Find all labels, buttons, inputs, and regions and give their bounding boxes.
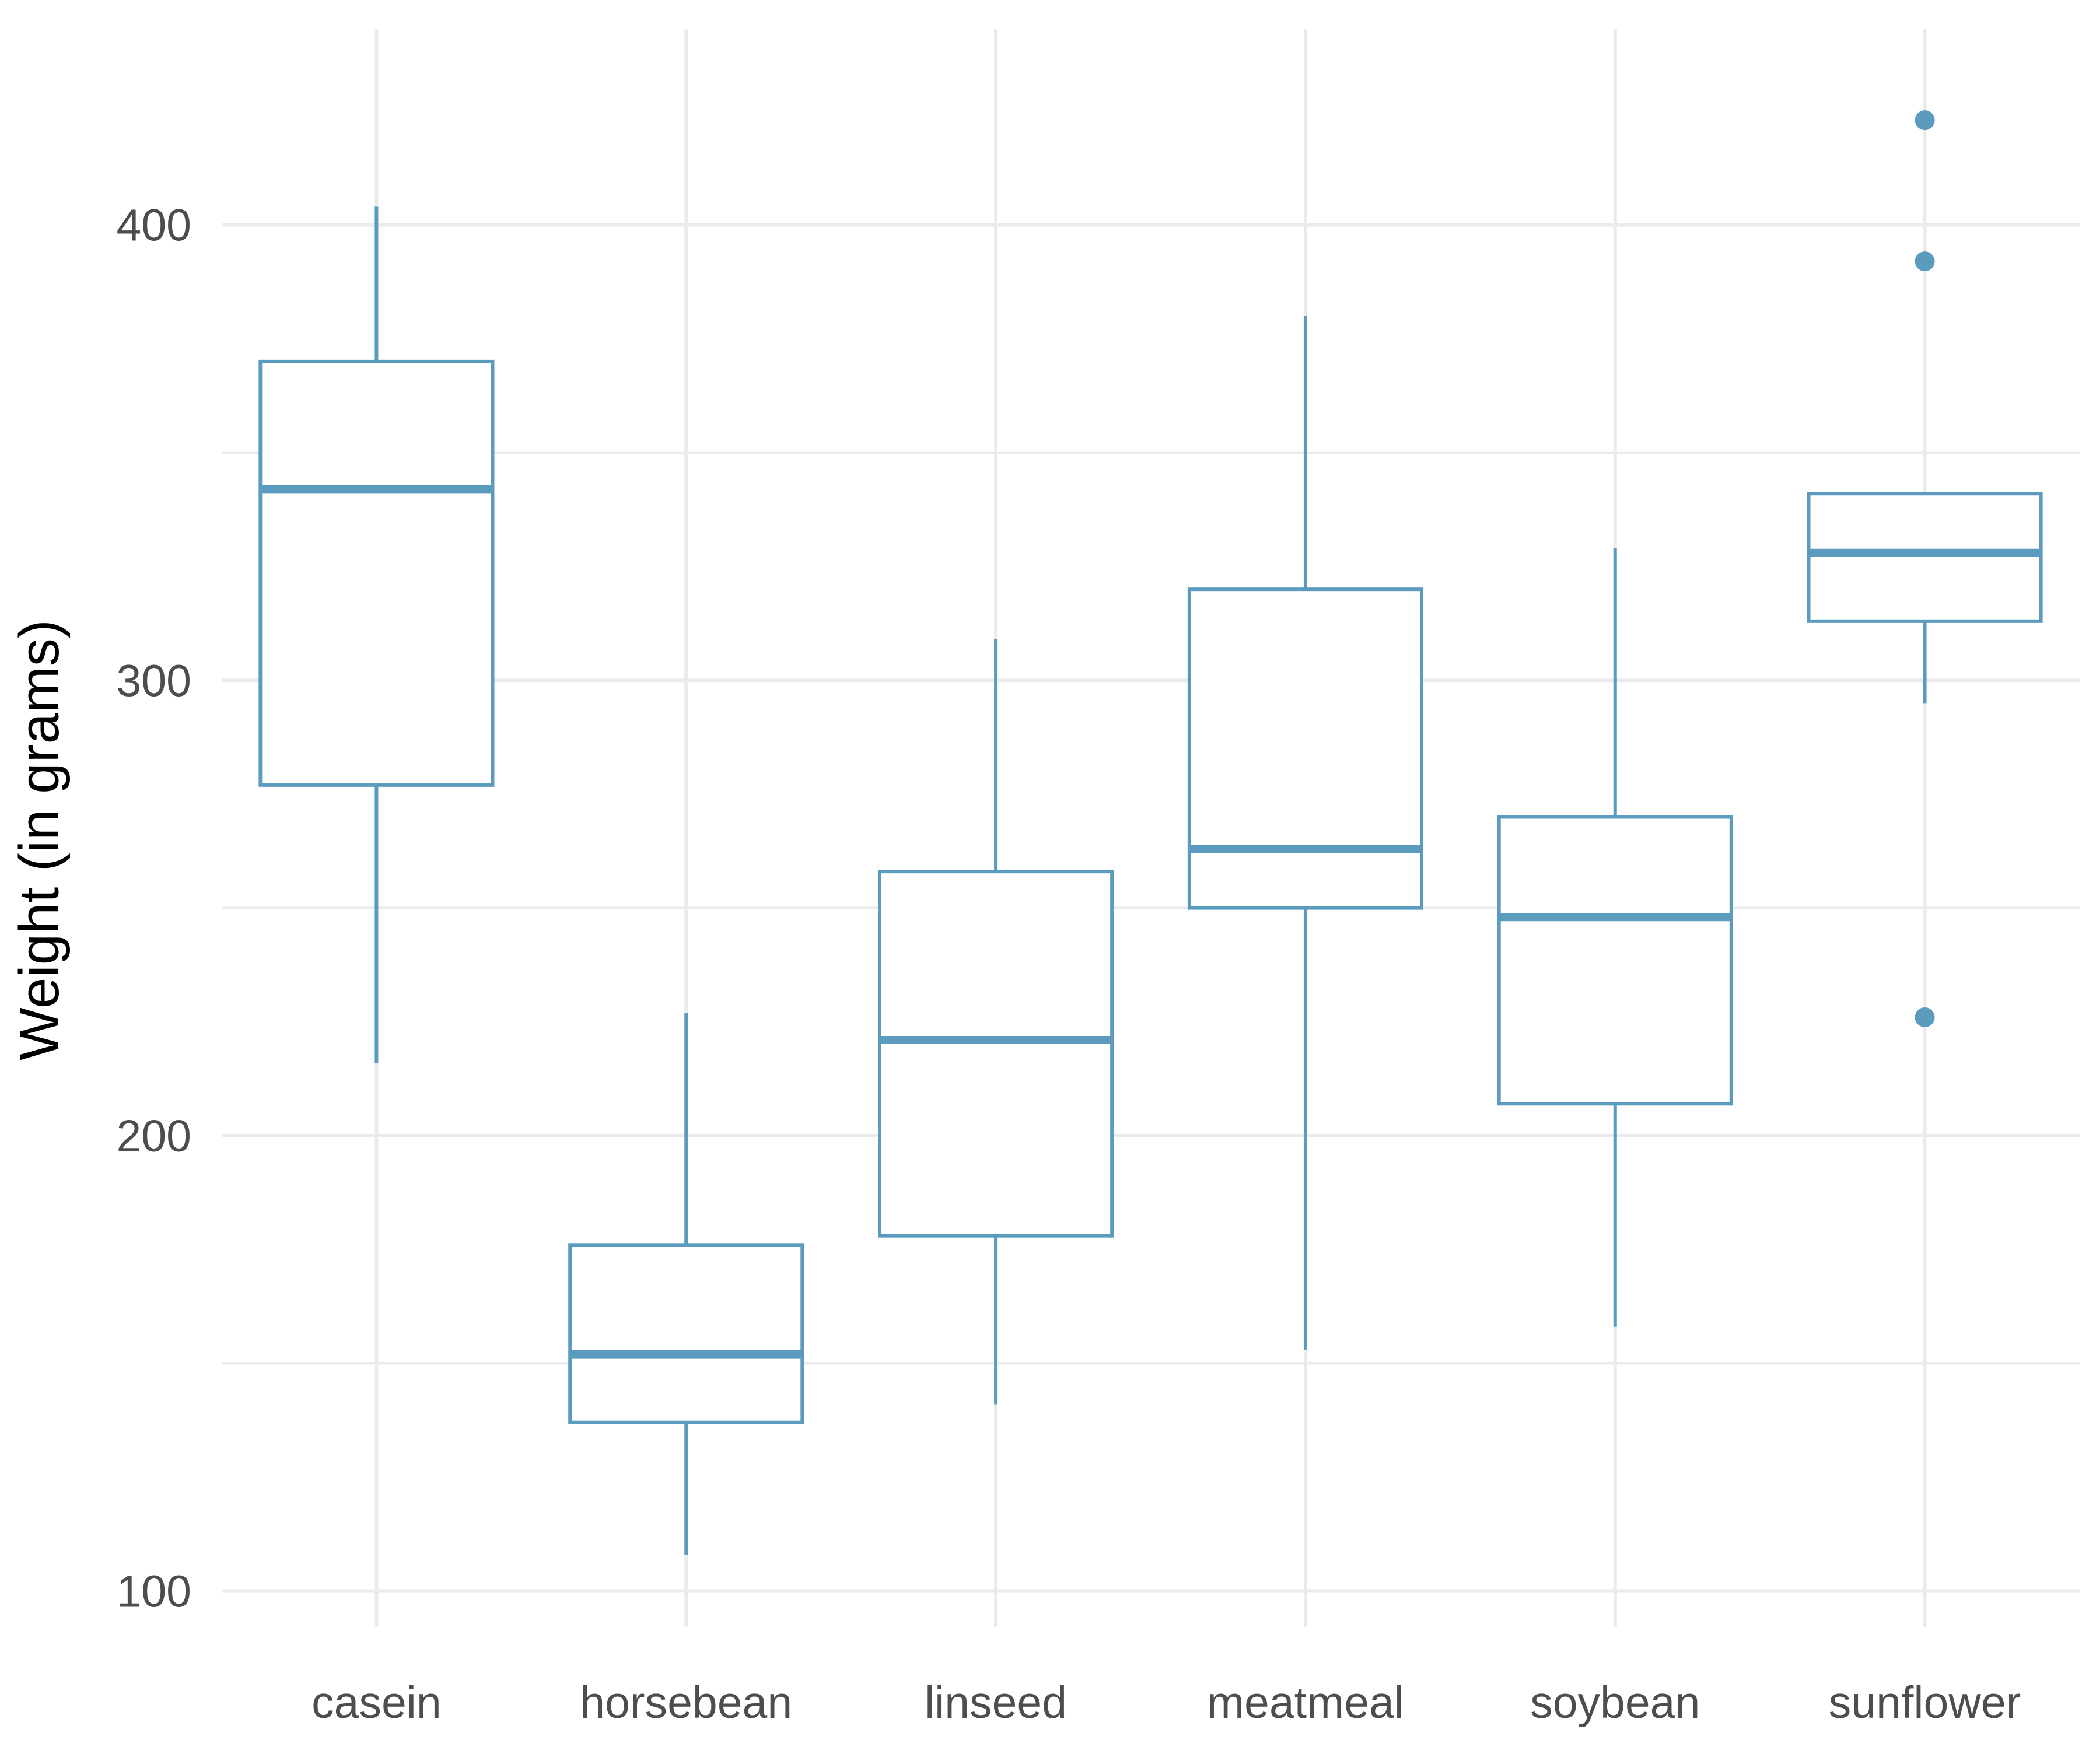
box-soybean bbox=[1497, 548, 1733, 1327]
y-tick-label: 200 bbox=[117, 1111, 191, 1161]
box-body bbox=[568, 1243, 804, 1424]
x-tick-label: casein bbox=[312, 1678, 442, 1728]
y-axis-title: Weight (in grams) bbox=[8, 620, 71, 1060]
box-body bbox=[1807, 492, 2043, 623]
box-casein bbox=[258, 206, 495, 1063]
x-axis-ticks: casein horsebean linseed meatmeal soybean sun… bbox=[312, 1678, 2021, 1728]
box-body bbox=[1497, 815, 1733, 1106]
x-tick-label: sunflower bbox=[1829, 1678, 2021, 1728]
y-tick-label: 100 bbox=[117, 1567, 191, 1617]
x-tick-label: linseed bbox=[925, 1678, 1067, 1728]
outlier-point bbox=[1915, 251, 1935, 272]
outlier-point bbox=[1915, 110, 1935, 131]
x-tick-label: horsebean bbox=[580, 1678, 792, 1728]
box-body bbox=[878, 870, 1114, 1238]
y-tick-label: 400 bbox=[117, 201, 191, 251]
box-sunflower bbox=[1807, 110, 2043, 1027]
box-series bbox=[258, 110, 2043, 1555]
y-axis-ticks: 100 200 300 400 bbox=[117, 201, 191, 1617]
box-linseed bbox=[878, 639, 1114, 1405]
grid-lines bbox=[222, 29, 2080, 1628]
box-body bbox=[1187, 587, 1423, 910]
outlier-point bbox=[1915, 1007, 1935, 1027]
box-horsebean bbox=[568, 1013, 804, 1555]
y-tick-label: 300 bbox=[117, 656, 191, 706]
box-meatmeal bbox=[1187, 316, 1423, 1350]
x-tick-label: meatmeal bbox=[1207, 1678, 1404, 1728]
box-body bbox=[258, 359, 495, 787]
x-tick-label: soybean bbox=[1530, 1678, 1700, 1728]
